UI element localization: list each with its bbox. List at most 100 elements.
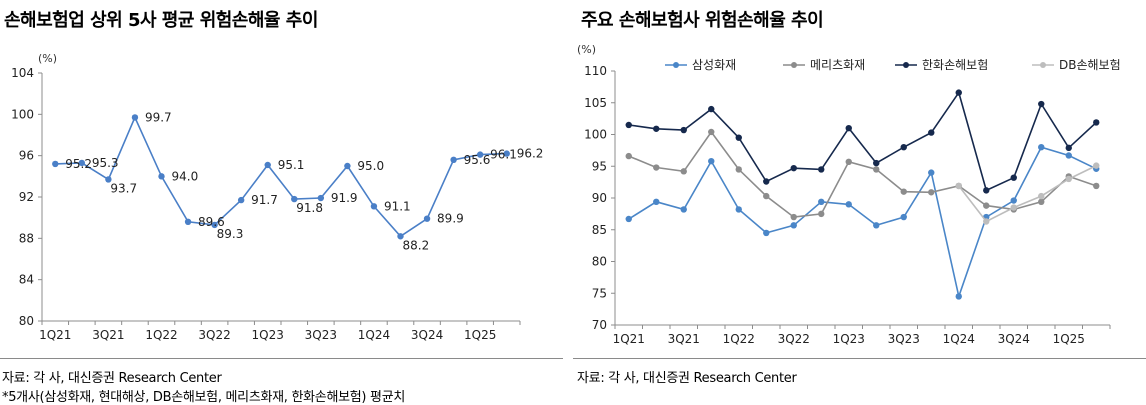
data-point bbox=[264, 161, 271, 169]
data-point bbox=[735, 134, 742, 141]
x-tick-label: 1Q23 bbox=[252, 328, 284, 342]
y-tick-label: 95 bbox=[592, 159, 607, 173]
data-point bbox=[818, 166, 825, 173]
right-chart-panel: 주요 손해보험사 위험손해율 추이 (%) 70 75 80 85 90 95 100 105 1… bbox=[573, 0, 1146, 403]
data-label: 91.9 bbox=[331, 191, 358, 205]
left-footnote: *5개사(삼성화재, 현대해상, DB손해보험, 메리츠화재, 한화손해보험) … bbox=[2, 390, 406, 405]
x-tick-label: 1Q21 bbox=[39, 328, 71, 342]
data-label: 95.2 bbox=[65, 157, 92, 171]
data-point bbox=[955, 293, 962, 300]
y-tick-label: 100 bbox=[584, 128, 607, 142]
data-point bbox=[653, 164, 660, 171]
series-line-1 bbox=[55, 115, 507, 238]
data-label: 94.0 bbox=[172, 169, 199, 183]
data-point bbox=[653, 198, 660, 206]
x-tick-label: 3Q21 bbox=[92, 328, 124, 342]
data-point bbox=[873, 159, 880, 167]
y-tick-label: 84 bbox=[19, 273, 34, 287]
data-point bbox=[370, 203, 378, 210]
data-point bbox=[928, 189, 935, 196]
data-point bbox=[1038, 192, 1045, 200]
data-point bbox=[818, 210, 825, 218]
data-point bbox=[158, 173, 165, 180]
right-source-note: 자료: 각 사, 대신증권 Research Center bbox=[577, 371, 797, 386]
y-tick-label: 85 bbox=[592, 223, 607, 237]
data-point bbox=[1038, 144, 1045, 151]
data-point bbox=[845, 158, 852, 166]
data-point bbox=[763, 192, 770, 200]
legend-swatch-marker bbox=[673, 62, 679, 68]
left-source-note: 자료: 각 사, 대신증권 Research Center bbox=[2, 371, 222, 386]
data-point bbox=[873, 166, 880, 173]
data-point bbox=[291, 195, 298, 203]
data-point bbox=[1093, 162, 1100, 169]
data-point bbox=[1038, 100, 1045, 108]
data-point bbox=[983, 187, 990, 194]
data-point bbox=[818, 198, 825, 206]
left-divider bbox=[0, 358, 563, 359]
data-point bbox=[845, 201, 852, 208]
data-point bbox=[450, 156, 457, 163]
data-point bbox=[983, 218, 990, 225]
data-label: 91.1 bbox=[384, 199, 411, 213]
x-tick-label: 3Q22 bbox=[778, 332, 810, 346]
data-point bbox=[344, 162, 351, 170]
x-tick-label: 1Q24 bbox=[943, 332, 975, 346]
data-point bbox=[928, 169, 935, 176]
data-point bbox=[680, 168, 687, 175]
legend-swatch-marker bbox=[1040, 62, 1046, 68]
data-label: 96.1 bbox=[490, 148, 517, 162]
x-tick-label: 1Q23 bbox=[833, 332, 865, 346]
data-label: 89.6 bbox=[198, 215, 225, 229]
data-point bbox=[900, 144, 907, 151]
data-point bbox=[790, 213, 797, 221]
data-point bbox=[237, 196, 245, 204]
data-label: 95.3 bbox=[92, 156, 119, 170]
data-label: 91.7 bbox=[251, 193, 278, 207]
data-point bbox=[873, 222, 880, 229]
data-point bbox=[625, 121, 632, 129]
x-tick-label: 1Q22 bbox=[145, 328, 177, 342]
x-tick-label: 3Q24 bbox=[998, 332, 1030, 346]
data-point bbox=[131, 114, 139, 121]
y-tick-label: 100 bbox=[11, 107, 34, 121]
data-label: 99.7 bbox=[145, 110, 172, 124]
data-point bbox=[735, 206, 742, 213]
y-tick-label: 80 bbox=[592, 255, 607, 269]
y-tick-label: 80 bbox=[19, 314, 34, 328]
data-point bbox=[708, 157, 715, 165]
data-label: 95.0 bbox=[357, 159, 384, 173]
left-chart-title: 손해보험업 상위 5사 평균 위험손해율 추이 bbox=[4, 10, 318, 31]
data-point bbox=[1010, 197, 1017, 204]
x-tick-label: 3Q23 bbox=[305, 328, 337, 342]
data-point bbox=[211, 221, 218, 229]
y-tick-label: 104 bbox=[11, 66, 34, 80]
data-point bbox=[708, 128, 715, 136]
series-line-4 bbox=[958, 164, 1097, 223]
right-chart-title: 주요 손해보험사 위험손해율 추이 bbox=[581, 10, 824, 31]
data-point bbox=[790, 222, 797, 229]
left-line-chart: (%) 80 84 88 92 96 100 104 1Q21 3Q21 1Q22 3Q22 1Q23 3… bbox=[11, 52, 543, 342]
data-label: 95.6 bbox=[464, 153, 491, 167]
data-point bbox=[983, 202, 990, 209]
data-point bbox=[397, 233, 404, 240]
data-point bbox=[1065, 144, 1072, 152]
x-tick-label: 3Q24 bbox=[411, 328, 443, 342]
right-divider bbox=[573, 358, 1146, 359]
y-tick-label: 90 bbox=[592, 191, 607, 205]
x-tick-label: 1Q25 bbox=[1053, 332, 1085, 346]
data-point bbox=[1093, 182, 1100, 190]
data-point bbox=[503, 150, 510, 157]
x-tick-label: 3Q21 bbox=[668, 332, 700, 346]
data-point bbox=[955, 89, 962, 96]
data-point bbox=[1093, 119, 1100, 126]
data-label: 88.2 bbox=[403, 238, 430, 252]
legend-label-4: DB손해보험 bbox=[1059, 58, 1121, 72]
data-point bbox=[105, 176, 112, 183]
data-point bbox=[423, 215, 431, 222]
data-point bbox=[900, 213, 907, 221]
legend-swatch-marker bbox=[903, 62, 909, 68]
y-tick-label: 92 bbox=[19, 190, 34, 204]
data-point bbox=[1065, 175, 1072, 183]
series-line-3 bbox=[628, 90, 1097, 192]
